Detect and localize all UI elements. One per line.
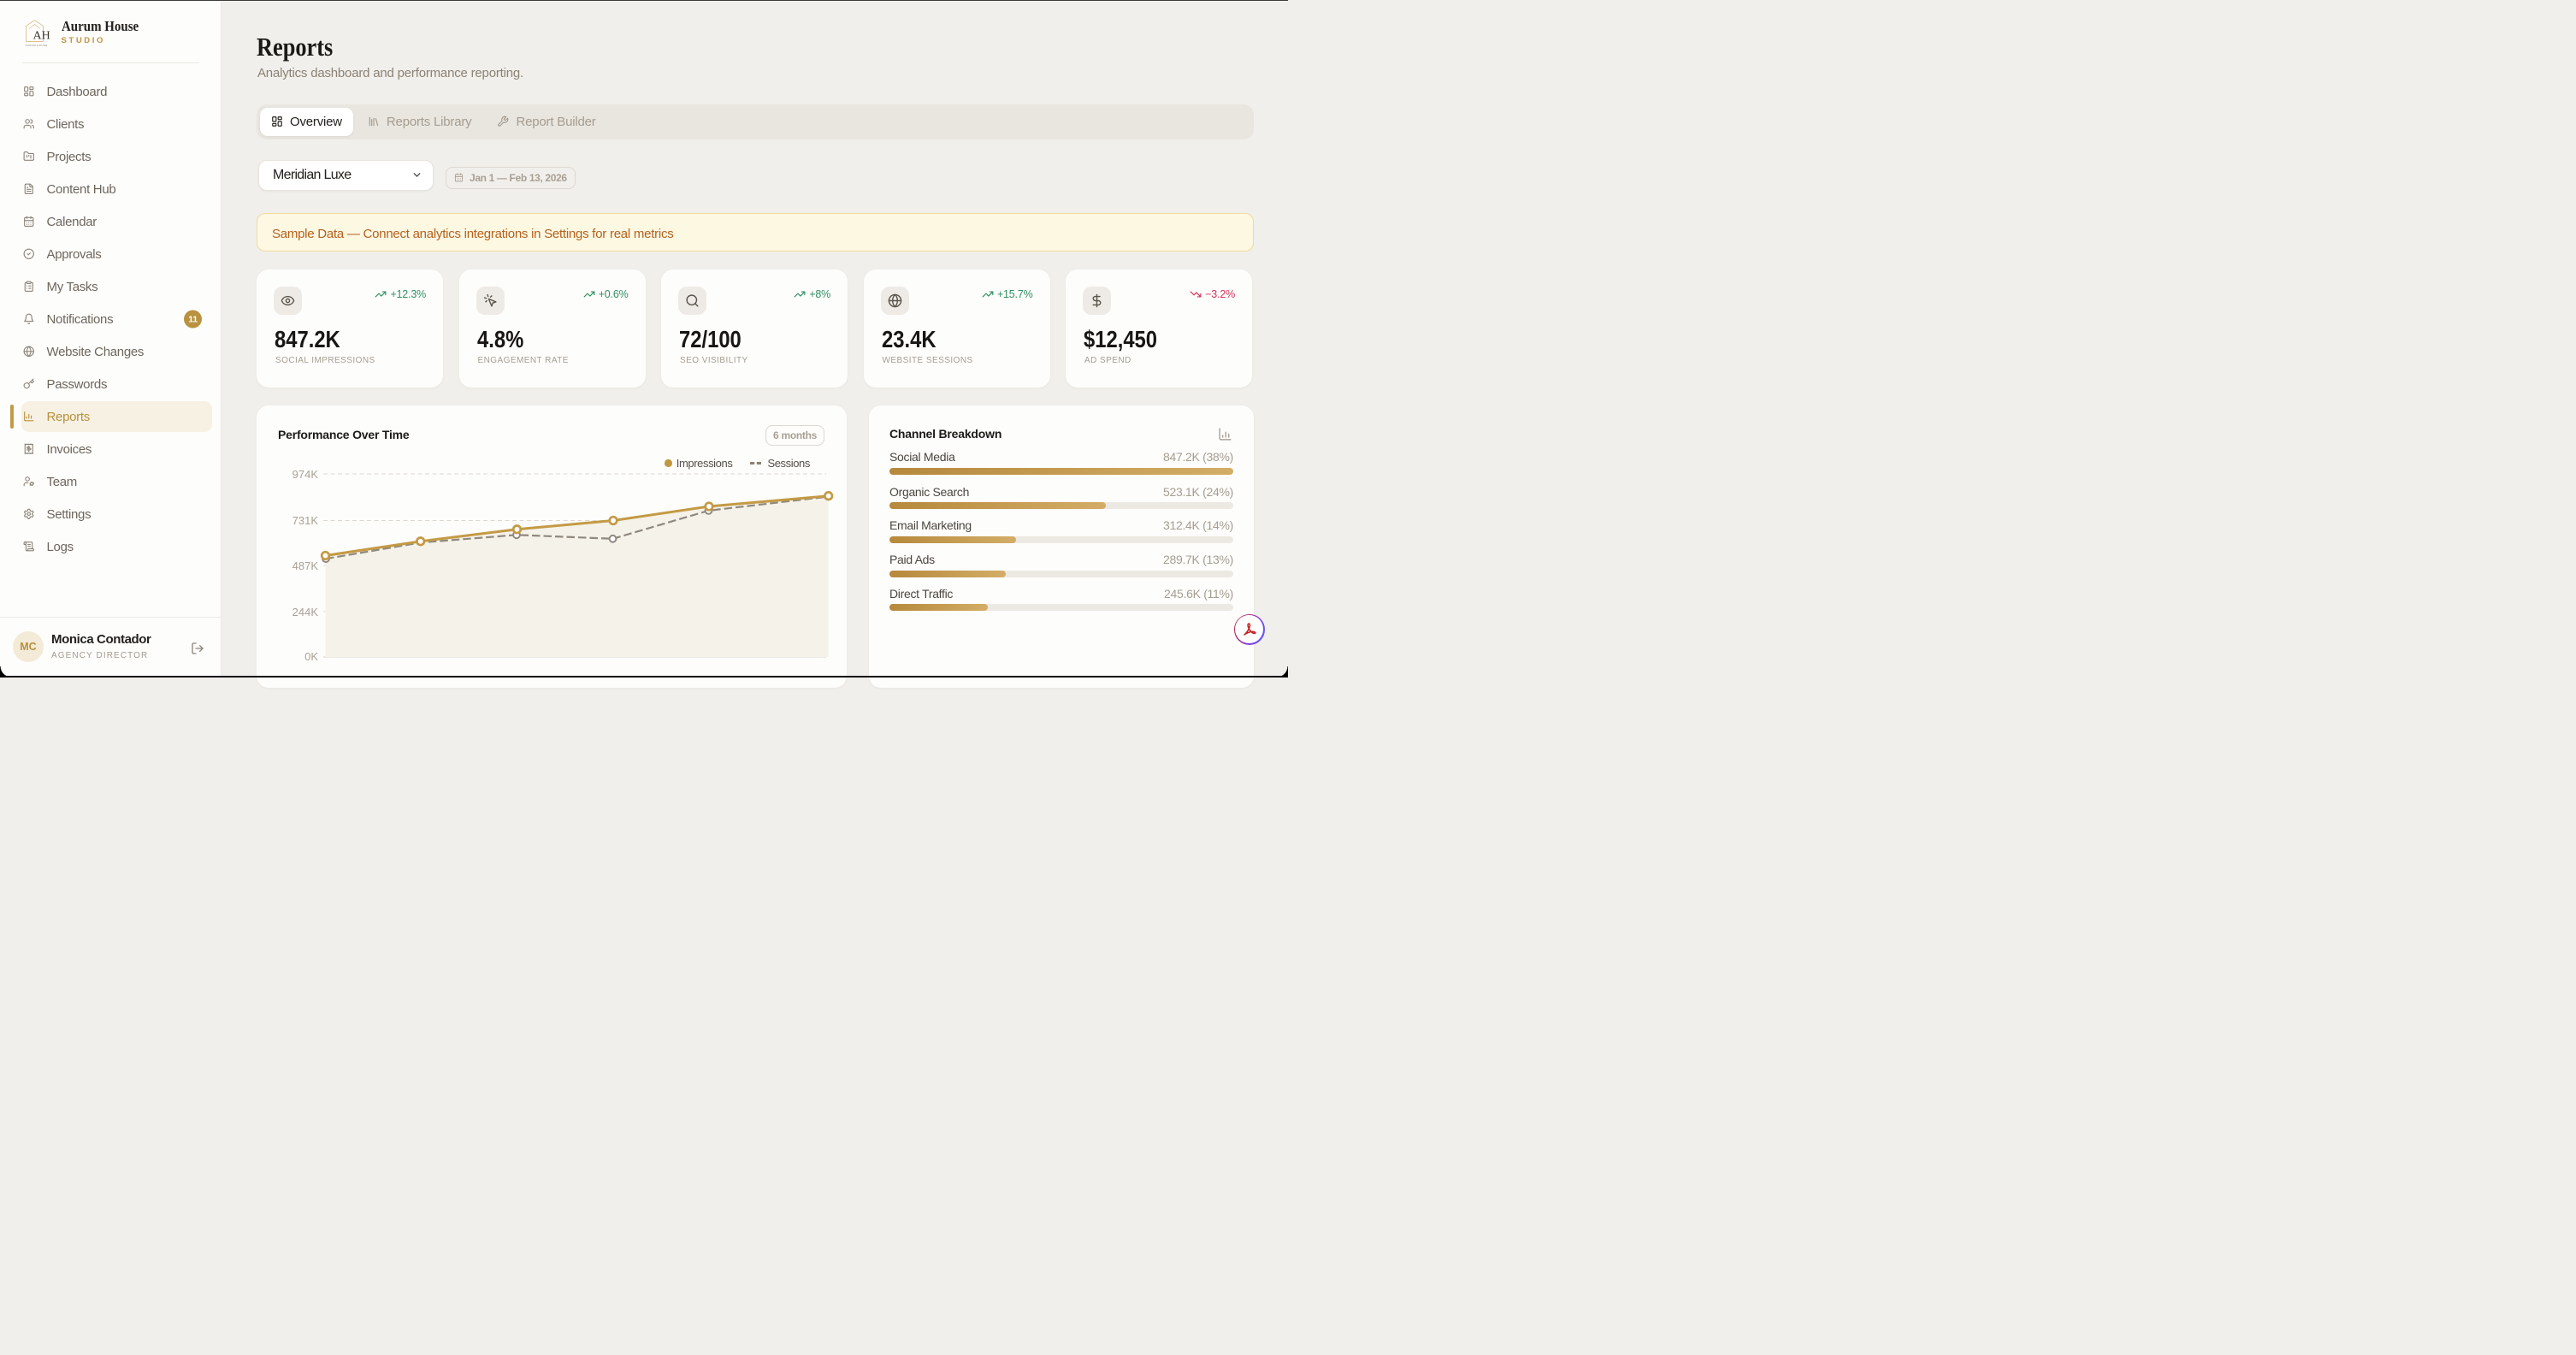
svg-text:974K: 974K (292, 468, 319, 481)
svg-text:731K: 731K (292, 514, 319, 527)
svg-text:AURUM HOUSE: AURUM HOUSE (26, 44, 48, 47)
svg-text:487K: 487K (292, 559, 319, 572)
svg-text:0K: 0K (304, 650, 318, 663)
svg-text:AH: AH (33, 30, 50, 43)
svg-text:244K: 244K (292, 606, 319, 618)
